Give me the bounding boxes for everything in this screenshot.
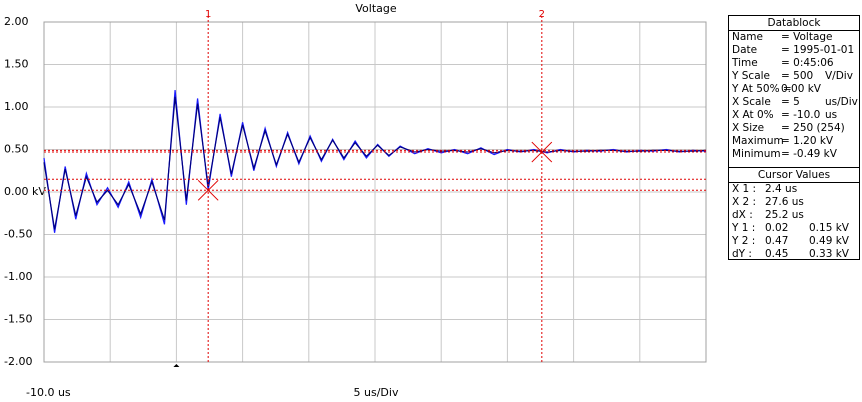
panel-cell: 0.47 (765, 235, 789, 247)
x-start-label: -10.0 us (26, 386, 71, 399)
panel-cell: us (825, 109, 838, 121)
panel-cell: = 1.20 kV (781, 135, 834, 147)
panel-row: X Size = 250 (254) (729, 122, 859, 135)
y-tick-label: -1.00 (4, 270, 32, 283)
panel-cell: X 1 : (732, 183, 757, 195)
panel-cell: Y Scale (732, 70, 771, 82)
cursor-values-rows: X 1 : 2.4 us X 2 : 27.6 us dX : 25.2 us Y 1 : 0… (729, 183, 859, 261)
plot-frame (43, 21, 707, 363)
trigger-marker (173, 364, 180, 367)
panel-cell: V/Div (825, 70, 853, 82)
panel-cell: X 2 : (732, 196, 757, 208)
cursor-label: 2 (539, 9, 545, 20)
panel-cell: dY : (732, 248, 752, 260)
y-tick-label: -1.50 (4, 313, 32, 326)
panel-cell: = Voltage (781, 31, 833, 43)
panel-cell: 0.02 (765, 222, 789, 234)
panel-cell: 27.6 us (765, 196, 804, 208)
panel-cell: Name (732, 31, 763, 43)
panel-cell: Y At 50% = (732, 83, 792, 95)
panel-row: Date = 1995-01-01 (729, 44, 859, 57)
panel-cell: us/Div (825, 96, 858, 108)
cursor-values-title: Cursor Values (729, 168, 859, 183)
cursor-cross (197, 179, 219, 201)
panel-row: dY : 0.45 0.33 kV (729, 248, 859, 261)
panel-row: Y 1 : 0.02 0.15 kV (729, 222, 859, 235)
datablock-rows: Name = Voltage Date = 1995-01-01 Time = 0:45:… (729, 31, 859, 161)
panel-row: Time = 0:45:06 (729, 57, 859, 70)
cursor-values: Cursor Values X 1 :2.4 us X 2 :27.6 us dX … (728, 167, 860, 260)
panel-row: X Scale = 5 us/Div (729, 96, 859, 109)
panel-cell: Minimum (732, 148, 781, 160)
panel-cell: = 1995-01-01 (781, 44, 855, 56)
panel-cell: = -0.49 kV (781, 148, 837, 160)
panel-cell: Maximum (732, 135, 784, 147)
panel-cell: X At 0% (732, 109, 774, 121)
panel-cell: X Scale (732, 96, 771, 108)
panel-row: Y At 50% = 0.00 kV (729, 83, 859, 96)
panel-cell: = 0:45:06 (781, 57, 834, 69)
panel-cell: 2.4 us (765, 183, 798, 195)
panel-row: Minimum = -0.49 kV (729, 148, 859, 161)
panel-cell: 0.15 kV (809, 222, 849, 234)
panel-row: X At 0% = -10.0 us (729, 109, 859, 122)
y-tick-label: 1.00 (4, 100, 29, 113)
panel-cell: 0.45 (765, 248, 789, 260)
panel-row: Maximum = 1.20 kV (729, 135, 859, 148)
panel-cell: 0.00 kV (781, 83, 821, 95)
panel-cell: Time (732, 57, 758, 69)
y-tick-label: -2.00 (4, 355, 32, 368)
panel-row: Y 2 : 0.47 0.49 kV (729, 235, 859, 248)
panel-cell: 0.49 kV (809, 235, 849, 247)
panel-cell: 25.2 us (765, 209, 804, 221)
panel-cell: Date (732, 44, 758, 56)
panel-cell: dX : (732, 209, 753, 221)
y-tick-label: -0.50 (4, 228, 32, 241)
cursor-label: 1 (205, 9, 211, 20)
y-tick-label: 0.50 (4, 143, 29, 156)
cursor-cross (531, 141, 553, 163)
panel-cell: Y 2 : (732, 235, 756, 247)
panel-row: Y Scale = 500 V/Div (729, 70, 859, 83)
panel-cell: = 500 (781, 70, 814, 82)
panel-cell: = 5 (781, 96, 800, 108)
chart-title: Voltage (355, 2, 396, 15)
panel-cell: = 250 (254) (781, 122, 845, 134)
panel-row: dX : 25.2 us (729, 209, 859, 222)
panel-row: X 2 : 27.6 us (729, 196, 859, 209)
panel-cell: Y 1 : (732, 222, 756, 234)
x-scale-label: 5 us/Div (354, 386, 399, 399)
chart: Voltage -10.0 us 5 us/Div 2.00 1.50 1.00 0.… (4, 2, 707, 399)
datablock: Datablock Name = Voltage Date = 1995-01-01 T… (728, 15, 860, 168)
panel-cell: 0.33 kV (809, 248, 849, 260)
panel-row: Name = Voltage (729, 31, 859, 44)
datablock-title: Datablock (729, 16, 859, 31)
panel-row: X 1 : 2.4 us (729, 183, 859, 196)
panel-cell: = -10.0 (781, 109, 821, 121)
y-tick-label: 1.50 (4, 58, 29, 71)
y-tick-label: 2.00 (4, 15, 29, 28)
y-tick-label: 0.00 kV (4, 185, 46, 198)
panel-cell: X Size (732, 122, 765, 134)
